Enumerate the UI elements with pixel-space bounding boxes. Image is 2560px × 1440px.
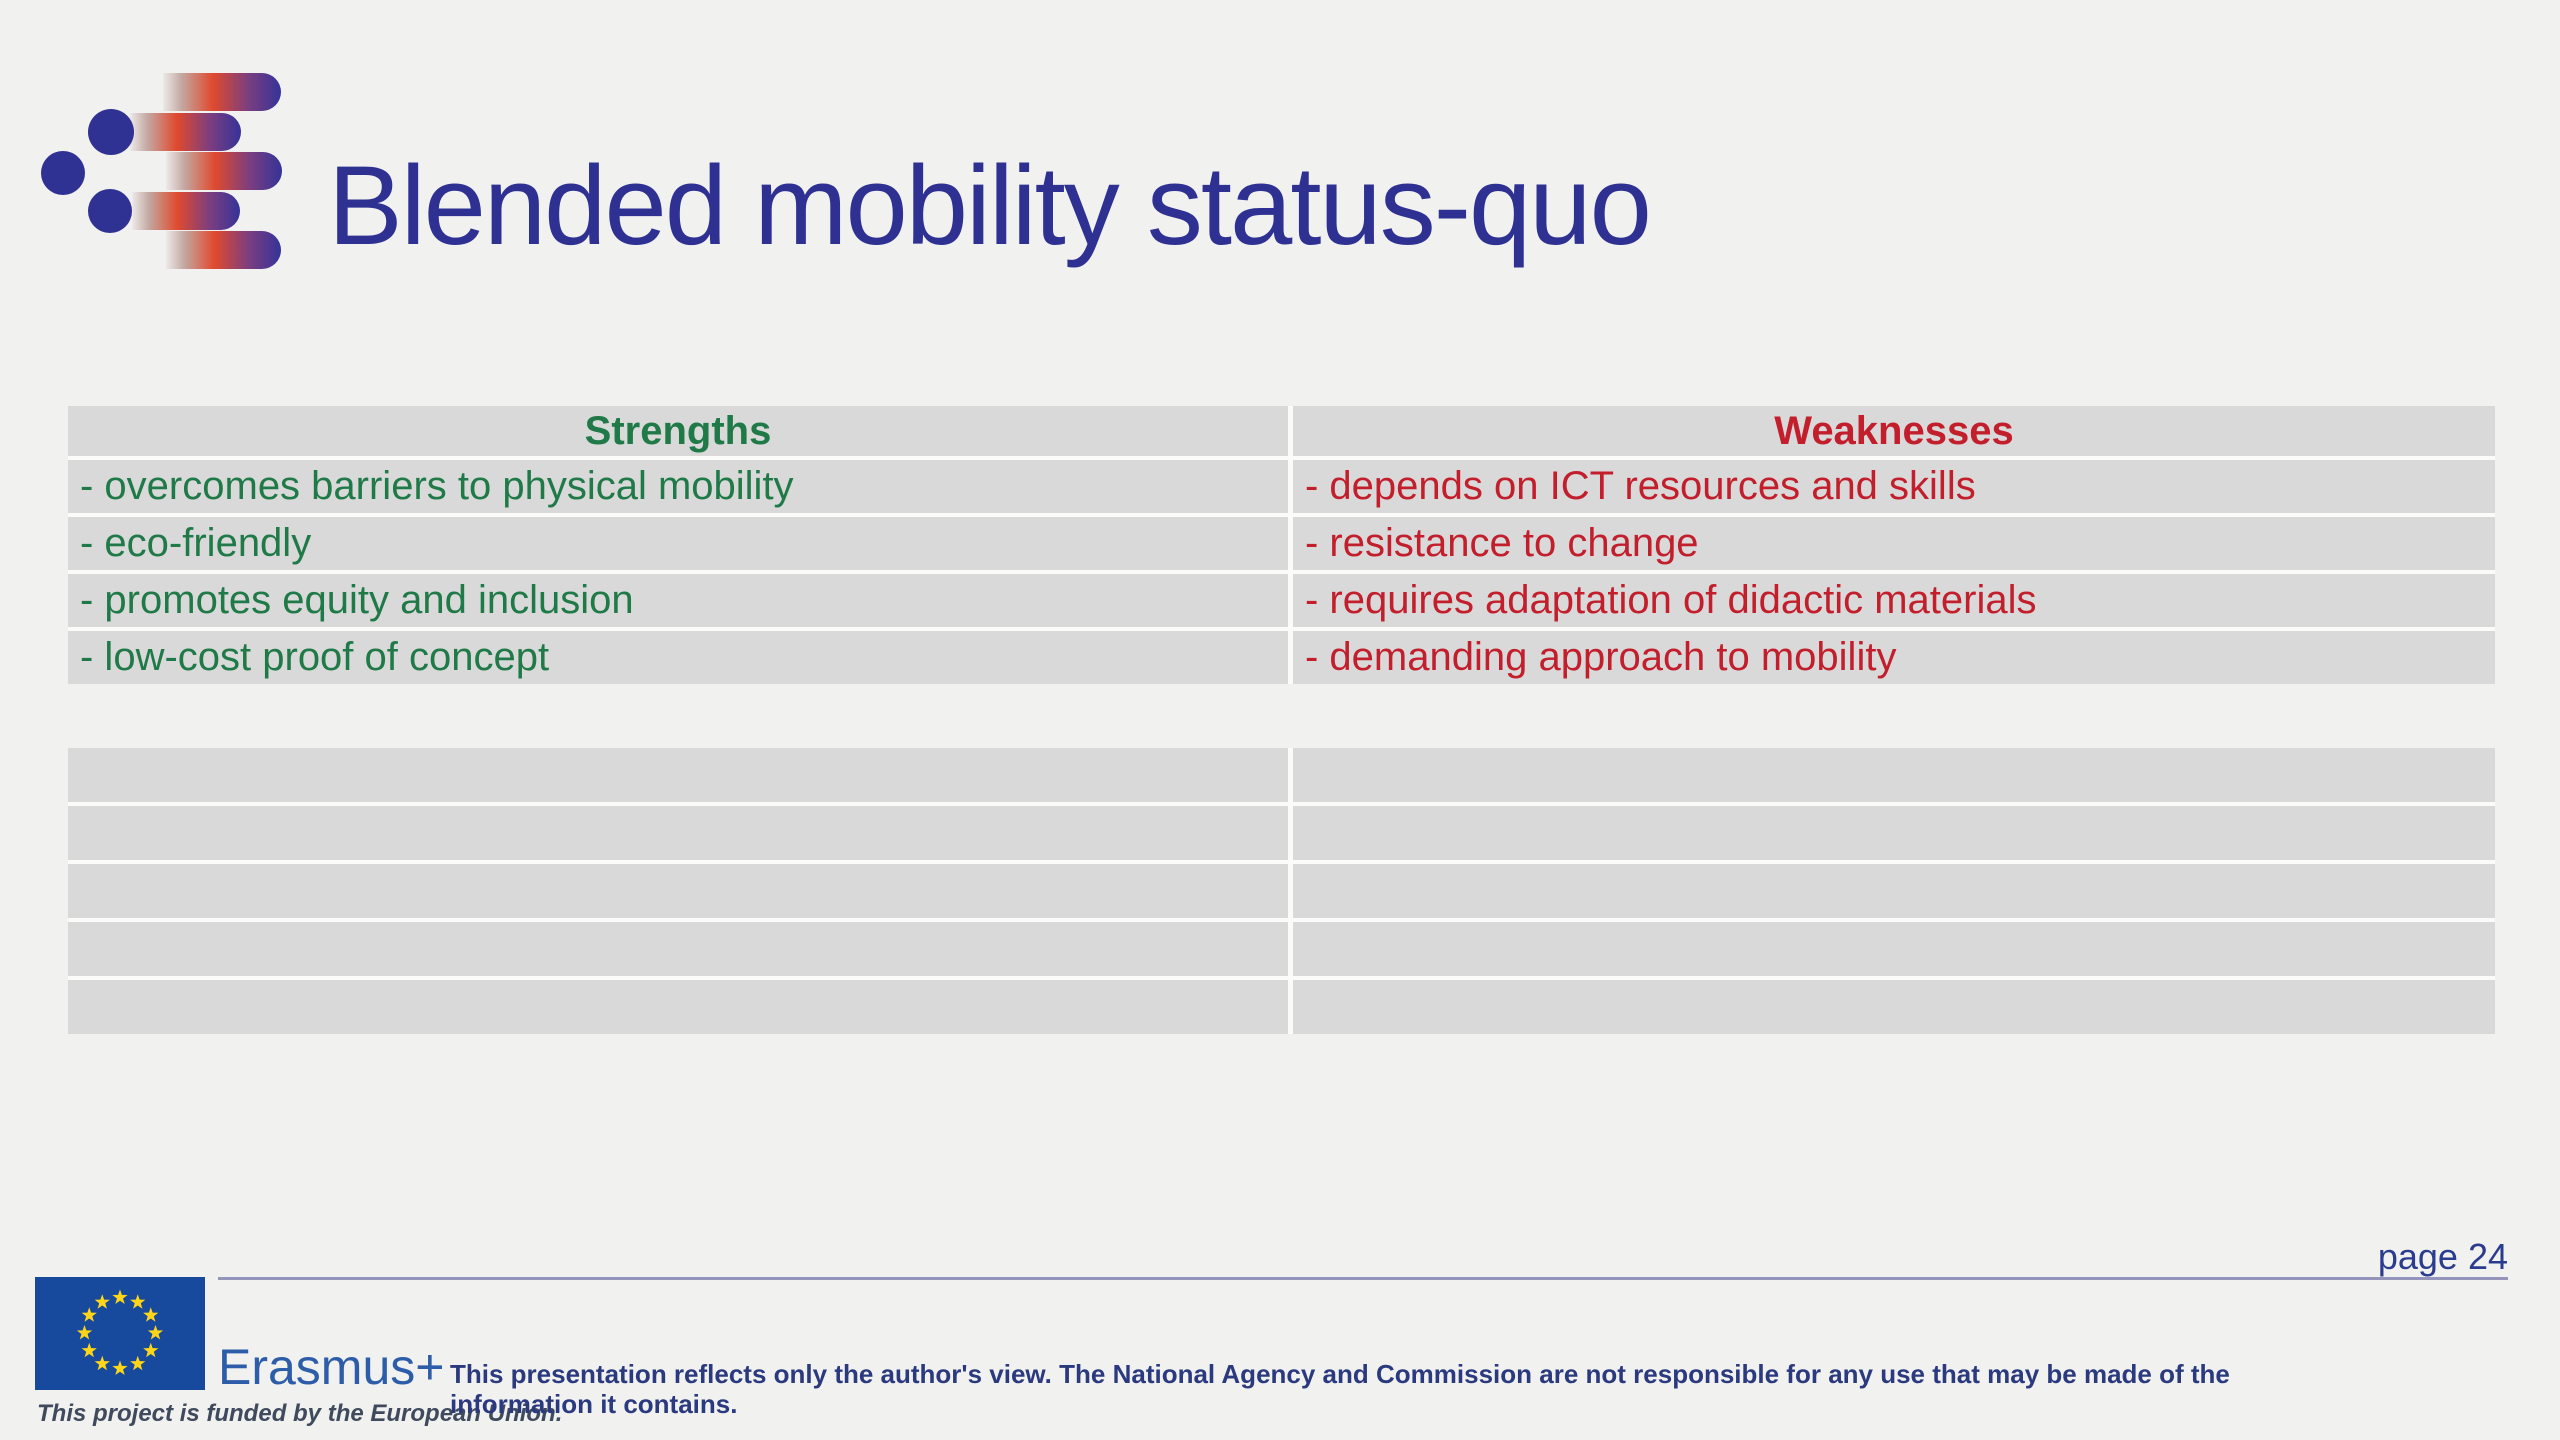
empty-cell: [1293, 748, 2495, 802]
empty-cell: [68, 864, 1288, 918]
logo-bar: [130, 113, 241, 151]
logo-dot: [88, 189, 132, 233]
footer-divider: [218, 1277, 2508, 1280]
empty-cell: [68, 748, 1288, 802]
strengths-header: Strengths: [68, 406, 1288, 456]
logo-bar: [166, 152, 282, 190]
empty-cell: [1293, 922, 2495, 976]
empty-cell: [1293, 864, 2495, 918]
strength-item: - overcomes barriers to physical mobilit…: [68, 460, 1288, 513]
weakness-item: - resistance to change: [1293, 517, 2495, 570]
empty-cell: [68, 922, 1288, 976]
erasmus-plus-wordmark: Erasmus+: [218, 1339, 445, 1395]
empty-cell: [68, 806, 1288, 860]
weaknesses-header: Weaknesses: [1293, 406, 2495, 456]
empty-cell: [68, 980, 1288, 1034]
page-number: page 24: [2377, 1236, 2508, 1277]
eu-flag: [35, 1277, 205, 1390]
page-title: Blended mobility status-quo: [328, 143, 1652, 268]
weakness-item: - demanding approach to mobility: [1293, 631, 2495, 684]
eu-stars-icon: [76, 1289, 164, 1375]
disclaimer-text: This presentation reflects only the auth…: [450, 1359, 2230, 1419]
strength-item: - eco-friendly: [68, 517, 1288, 570]
empty-table: [68, 748, 2495, 1034]
swot-table: Strengths Weaknesses - overcomes barrier…: [68, 406, 2495, 684]
funded-by-eu-text: This project is funded by the European U…: [37, 1400, 563, 1427]
logo-dot: [88, 109, 134, 155]
empty-cell: [1293, 980, 2495, 1034]
logo-bar: [163, 73, 281, 111]
weakness-item: - requires adaptation of didactic materi…: [1293, 574, 2495, 627]
logo-dot: [41, 151, 85, 195]
strength-item: - promotes equity and inclusion: [68, 574, 1288, 627]
project-logo: [25, 60, 290, 275]
strength-item: - low-cost proof of concept: [68, 631, 1288, 684]
logo-bar: [166, 231, 281, 269]
empty-cell: [1293, 806, 2495, 860]
logo-bar: [132, 192, 240, 230]
weakness-item: - depends on ICT resources and skills: [1293, 460, 2495, 513]
